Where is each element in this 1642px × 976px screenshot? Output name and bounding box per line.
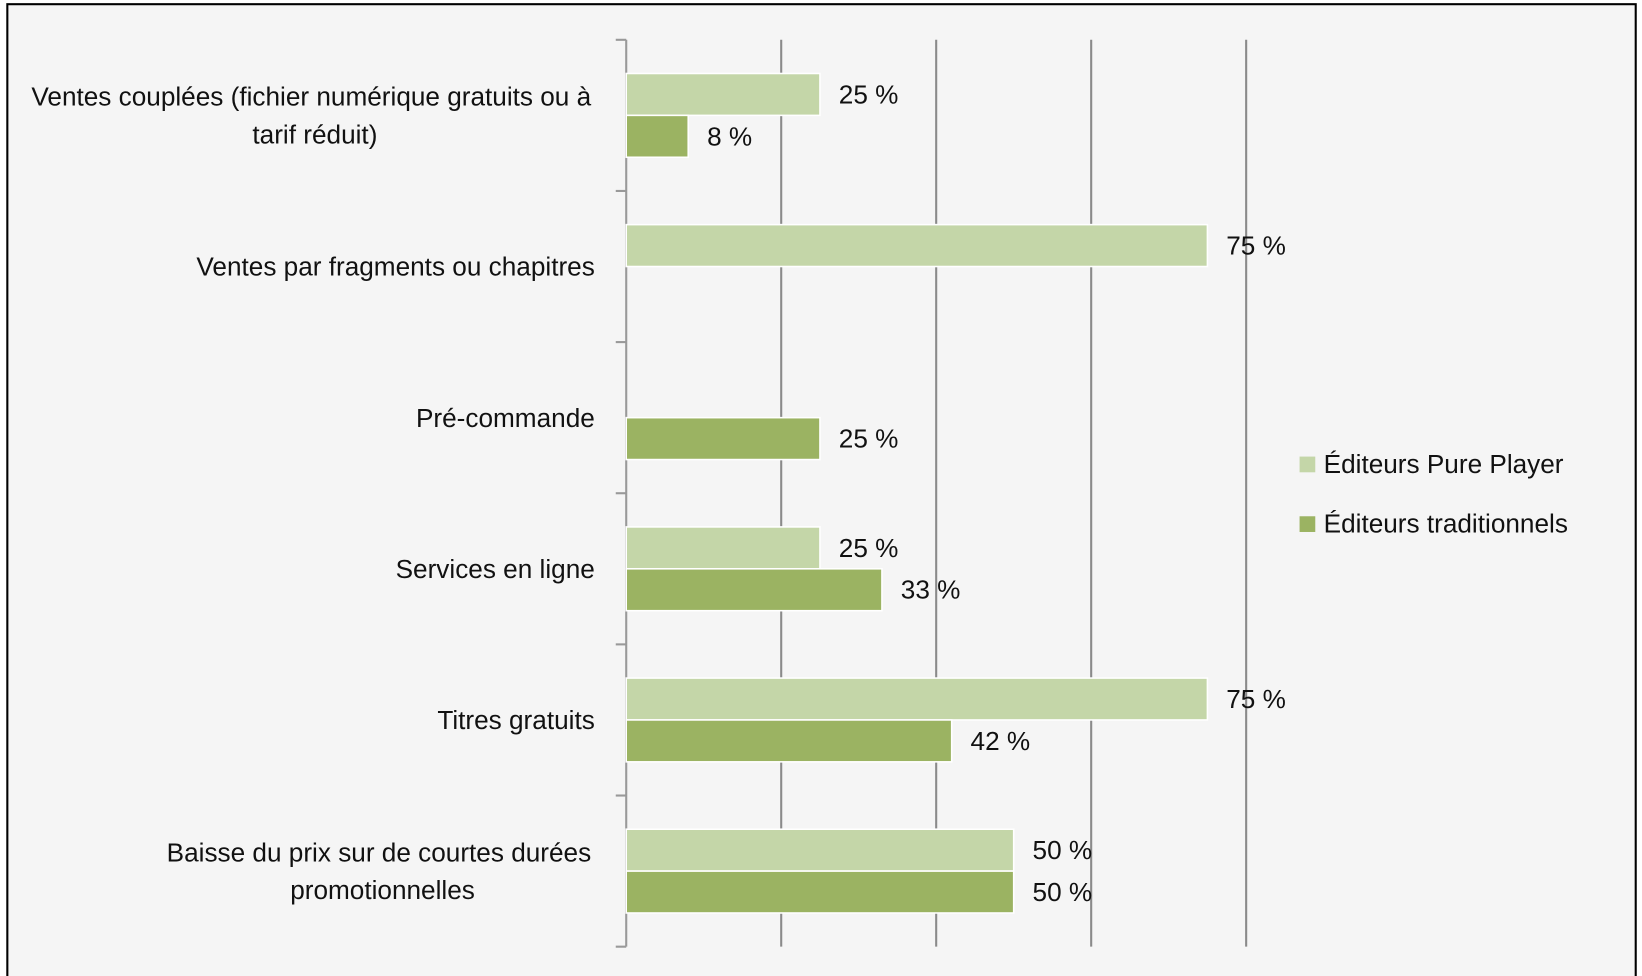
bar [625,568,883,612]
value-label: 25 % [839,79,899,109]
bar [625,526,821,570]
category-label: Titres gratuits [437,705,594,735]
legend-swatch [1299,516,1316,532]
bar [625,72,821,117]
value-label: 25 % [839,424,899,454]
value-label: 42 % [971,726,1031,756]
value-label: 75 % [1226,231,1286,261]
legend-label: Éditeurs traditionnels [1324,509,1568,539]
bar [625,223,1209,268]
value-label: 33 % [901,575,961,605]
category-label: Ventes par fragments ou chapitres [196,252,594,282]
value-label: 50 % [1033,877,1093,907]
bar [625,677,1209,721]
category-label: Ventes couplées (fichier numérique gratu… [31,82,598,150]
value-label: 75 % [1226,684,1286,714]
category-label: Baisse du prix sur de courtes durées pro… [167,837,599,905]
bar [625,719,953,763]
bar [625,828,1015,872]
bar [625,870,1015,914]
legend-swatch [1299,456,1316,473]
bar [625,416,821,461]
category-label: Services en ligne [396,554,595,584]
chart-frame [6,3,1637,976]
category-label: Pré-commande [416,403,595,433]
value-label: 8 % [707,121,752,151]
bar [625,114,690,159]
value-label: 50 % [1033,835,1093,865]
legend-label: Éditeurs Pure Player [1324,449,1564,479]
value-label: 25 % [839,533,899,563]
